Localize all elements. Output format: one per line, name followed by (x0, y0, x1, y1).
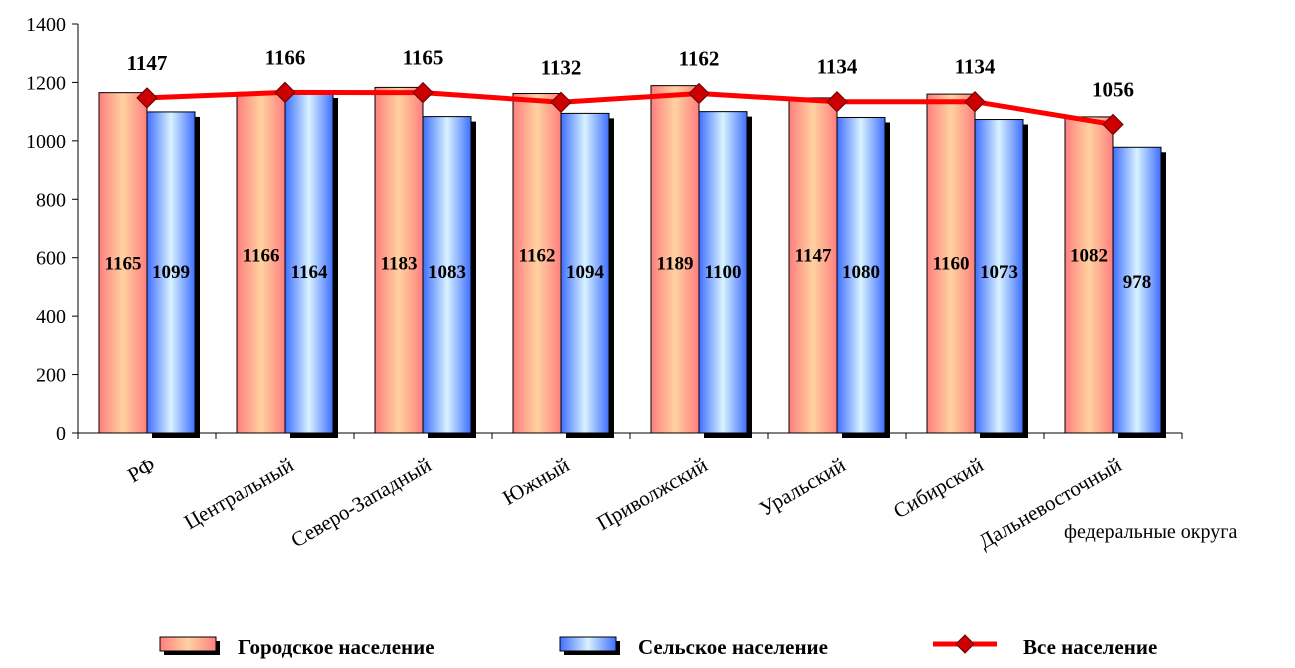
bars (98, 85, 1166, 439)
total-line-marker (964, 91, 986, 113)
total-line-marker (136, 87, 158, 109)
total-line-marker (826, 91, 848, 113)
total-value-label: 1056 (1092, 77, 1134, 101)
total-value-label: 1132 (541, 55, 582, 79)
bar-rural (974, 119, 1024, 434)
legend-marker (955, 634, 975, 654)
bar-urban (512, 93, 562, 434)
y-tick-label: 200 (36, 365, 66, 387)
bar-urban (650, 85, 700, 434)
total-value-label: 1162 (679, 47, 720, 71)
total-value-label: 1165 (403, 46, 444, 70)
rural-value-label: 978 (1123, 272, 1152, 293)
y-tick-label: 1400 (26, 14, 66, 36)
bar-rural (836, 116, 886, 434)
urban-value-label: 1160 (933, 253, 970, 274)
rural-value-label: 1083 (428, 262, 466, 283)
category-label: РФ (123, 453, 159, 488)
rural-value-label: 1094 (566, 262, 605, 283)
urban-value-label: 1189 (657, 253, 694, 274)
urban-value-label: 1162 (519, 245, 556, 266)
bar-urban (374, 86, 424, 434)
bar-rural (146, 111, 196, 434)
data-labels: 1165 1099 1166 1164 1183 1083 1162 1094 1189 1100… (105, 45, 1152, 293)
y-tick-label: 1200 (26, 72, 66, 94)
total-value-label: 1147 (127, 51, 168, 75)
bar-urban (98, 92, 148, 434)
y-tick-label: 0 (56, 423, 66, 445)
y-tick-label: 600 (36, 248, 66, 270)
urban-value-label: 1147 (795, 245, 832, 266)
total-line-marker (274, 81, 296, 104)
rural-value-label: 1080 (842, 262, 880, 283)
rural-value-label: 1073 (980, 262, 1018, 283)
category-label: Приволжский (593, 453, 712, 536)
bar-rural (284, 92, 334, 434)
total-value-label: 1134 (817, 55, 858, 79)
total-value-label: 1134 (955, 55, 996, 79)
bar-urban (1064, 116, 1114, 434)
bar-rural (1112, 146, 1162, 434)
bar-urban (788, 97, 838, 434)
legend: Городское население Сельское население Все… (159, 634, 1157, 659)
category-label: Южный (498, 453, 573, 510)
legend-swatch (559, 636, 617, 652)
legend-swatch (159, 636, 217, 652)
total-line-path (146, 89, 1114, 127)
rural-value-label: 1164 (291, 262, 328, 283)
y-tick-label: 800 (36, 189, 66, 211)
total-line-marker (412, 81, 434, 104)
category-label: Сибирский (889, 453, 987, 524)
urban-value-label: 1165 (105, 253, 142, 274)
total-value-label: 1166 (265, 45, 306, 69)
x-axis-title: федеральные округа (1064, 521, 1237, 543)
urban-value-label: 1166 (243, 245, 280, 266)
bar-urban (236, 91, 286, 434)
bar-rural (560, 112, 610, 434)
total-line-marker (550, 91, 572, 114)
urban-value-label: 1183 (381, 253, 418, 274)
y-tick-label: 400 (36, 306, 66, 328)
legend-label: Все население (1023, 635, 1157, 659)
total-line-marker (1102, 113, 1124, 136)
category-label: Центральный (180, 453, 297, 535)
y-tick-label: 1000 (26, 131, 66, 153)
legend-label: Городское население (238, 635, 435, 659)
rural-value-label: 1099 (152, 262, 190, 283)
rural-value-label: 1100 (705, 262, 742, 283)
legend-label: Сельское население (638, 635, 828, 659)
bar-rural (698, 111, 748, 434)
category-label: Уральский (755, 453, 849, 521)
total-line (136, 81, 1124, 136)
total-line-marker (688, 82, 710, 105)
bar-rural (422, 116, 472, 434)
category-label: Северо-Западный (287, 453, 436, 553)
urban-value-label: 1082 (1070, 245, 1108, 266)
